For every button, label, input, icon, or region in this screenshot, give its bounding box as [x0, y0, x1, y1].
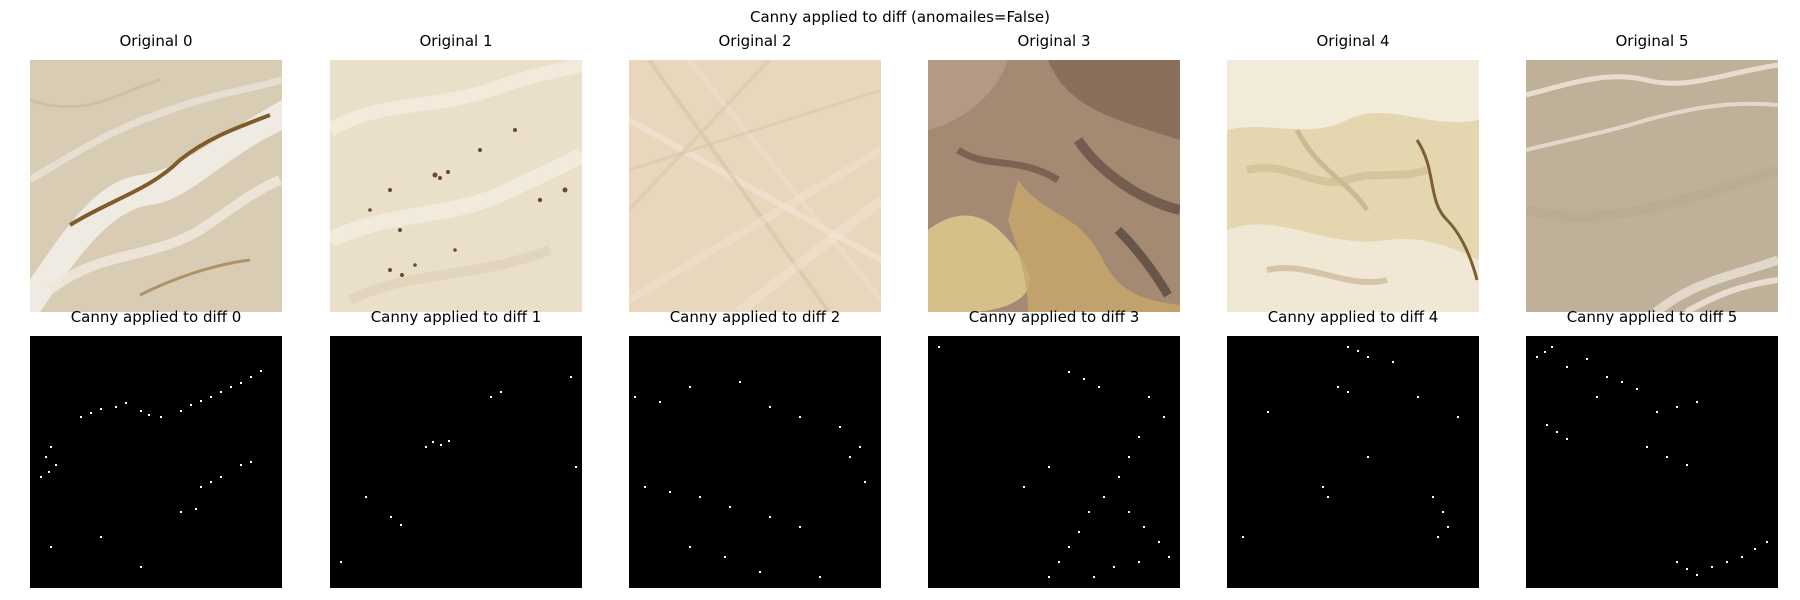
original-title-0: Original 0	[119, 32, 193, 50]
edge-image-2-svg	[634, 381, 866, 578]
original-image-2-svg	[629, 60, 881, 312]
original-image-0-svg	[30, 60, 282, 312]
edge-title-2: Canny applied to diff 2	[669, 308, 841, 326]
edge-image-5-svg	[1536, 346, 1768, 576]
original-image-2	[629, 60, 881, 312]
edge-image-5	[1526, 336, 1778, 588]
figure-title: Canny applied to diff (anomailes=False)	[749, 8, 1050, 26]
original-image-4	[1227, 60, 1479, 312]
edge-title-4: Canny applied to diff 4	[1267, 308, 1439, 326]
edge-title-3: Canny applied to diff 3	[968, 308, 1140, 326]
original-title-2: Original 2	[718, 32, 792, 50]
original-image-1-svg	[330, 60, 582, 312]
edge-image-1-svg	[340, 376, 577, 563]
original-image-5	[1526, 60, 1778, 312]
original-image-4-svg	[1227, 60, 1479, 312]
edge-image-3-svg	[938, 346, 1170, 578]
edge-image-0	[30, 336, 282, 588]
edge-image-2	[629, 336, 881, 588]
original-image-5-svg	[1526, 60, 1778, 312]
original-title-3: Original 3	[1017, 32, 1091, 50]
original-image-3-svg	[928, 60, 1180, 312]
original-image-0	[30, 60, 282, 312]
original-image-3	[928, 60, 1180, 312]
original-image-1	[330, 60, 582, 312]
edge-image-4-svg	[1242, 346, 1459, 538]
original-title-5: Original 5	[1615, 32, 1689, 50]
original-title-4: Original 4	[1316, 32, 1390, 50]
edge-image-3	[928, 336, 1180, 588]
original-title-1: Original 1	[419, 32, 493, 50]
edge-image-0-svg	[40, 370, 262, 568]
edge-image-1	[330, 336, 582, 588]
edge-title-1: Canny applied to diff 1	[370, 308, 542, 326]
edge-title-0: Canny applied to diff 0	[70, 308, 242, 326]
edge-title-5: Canny applied to diff 5	[1566, 308, 1738, 326]
edge-image-4	[1227, 336, 1479, 588]
